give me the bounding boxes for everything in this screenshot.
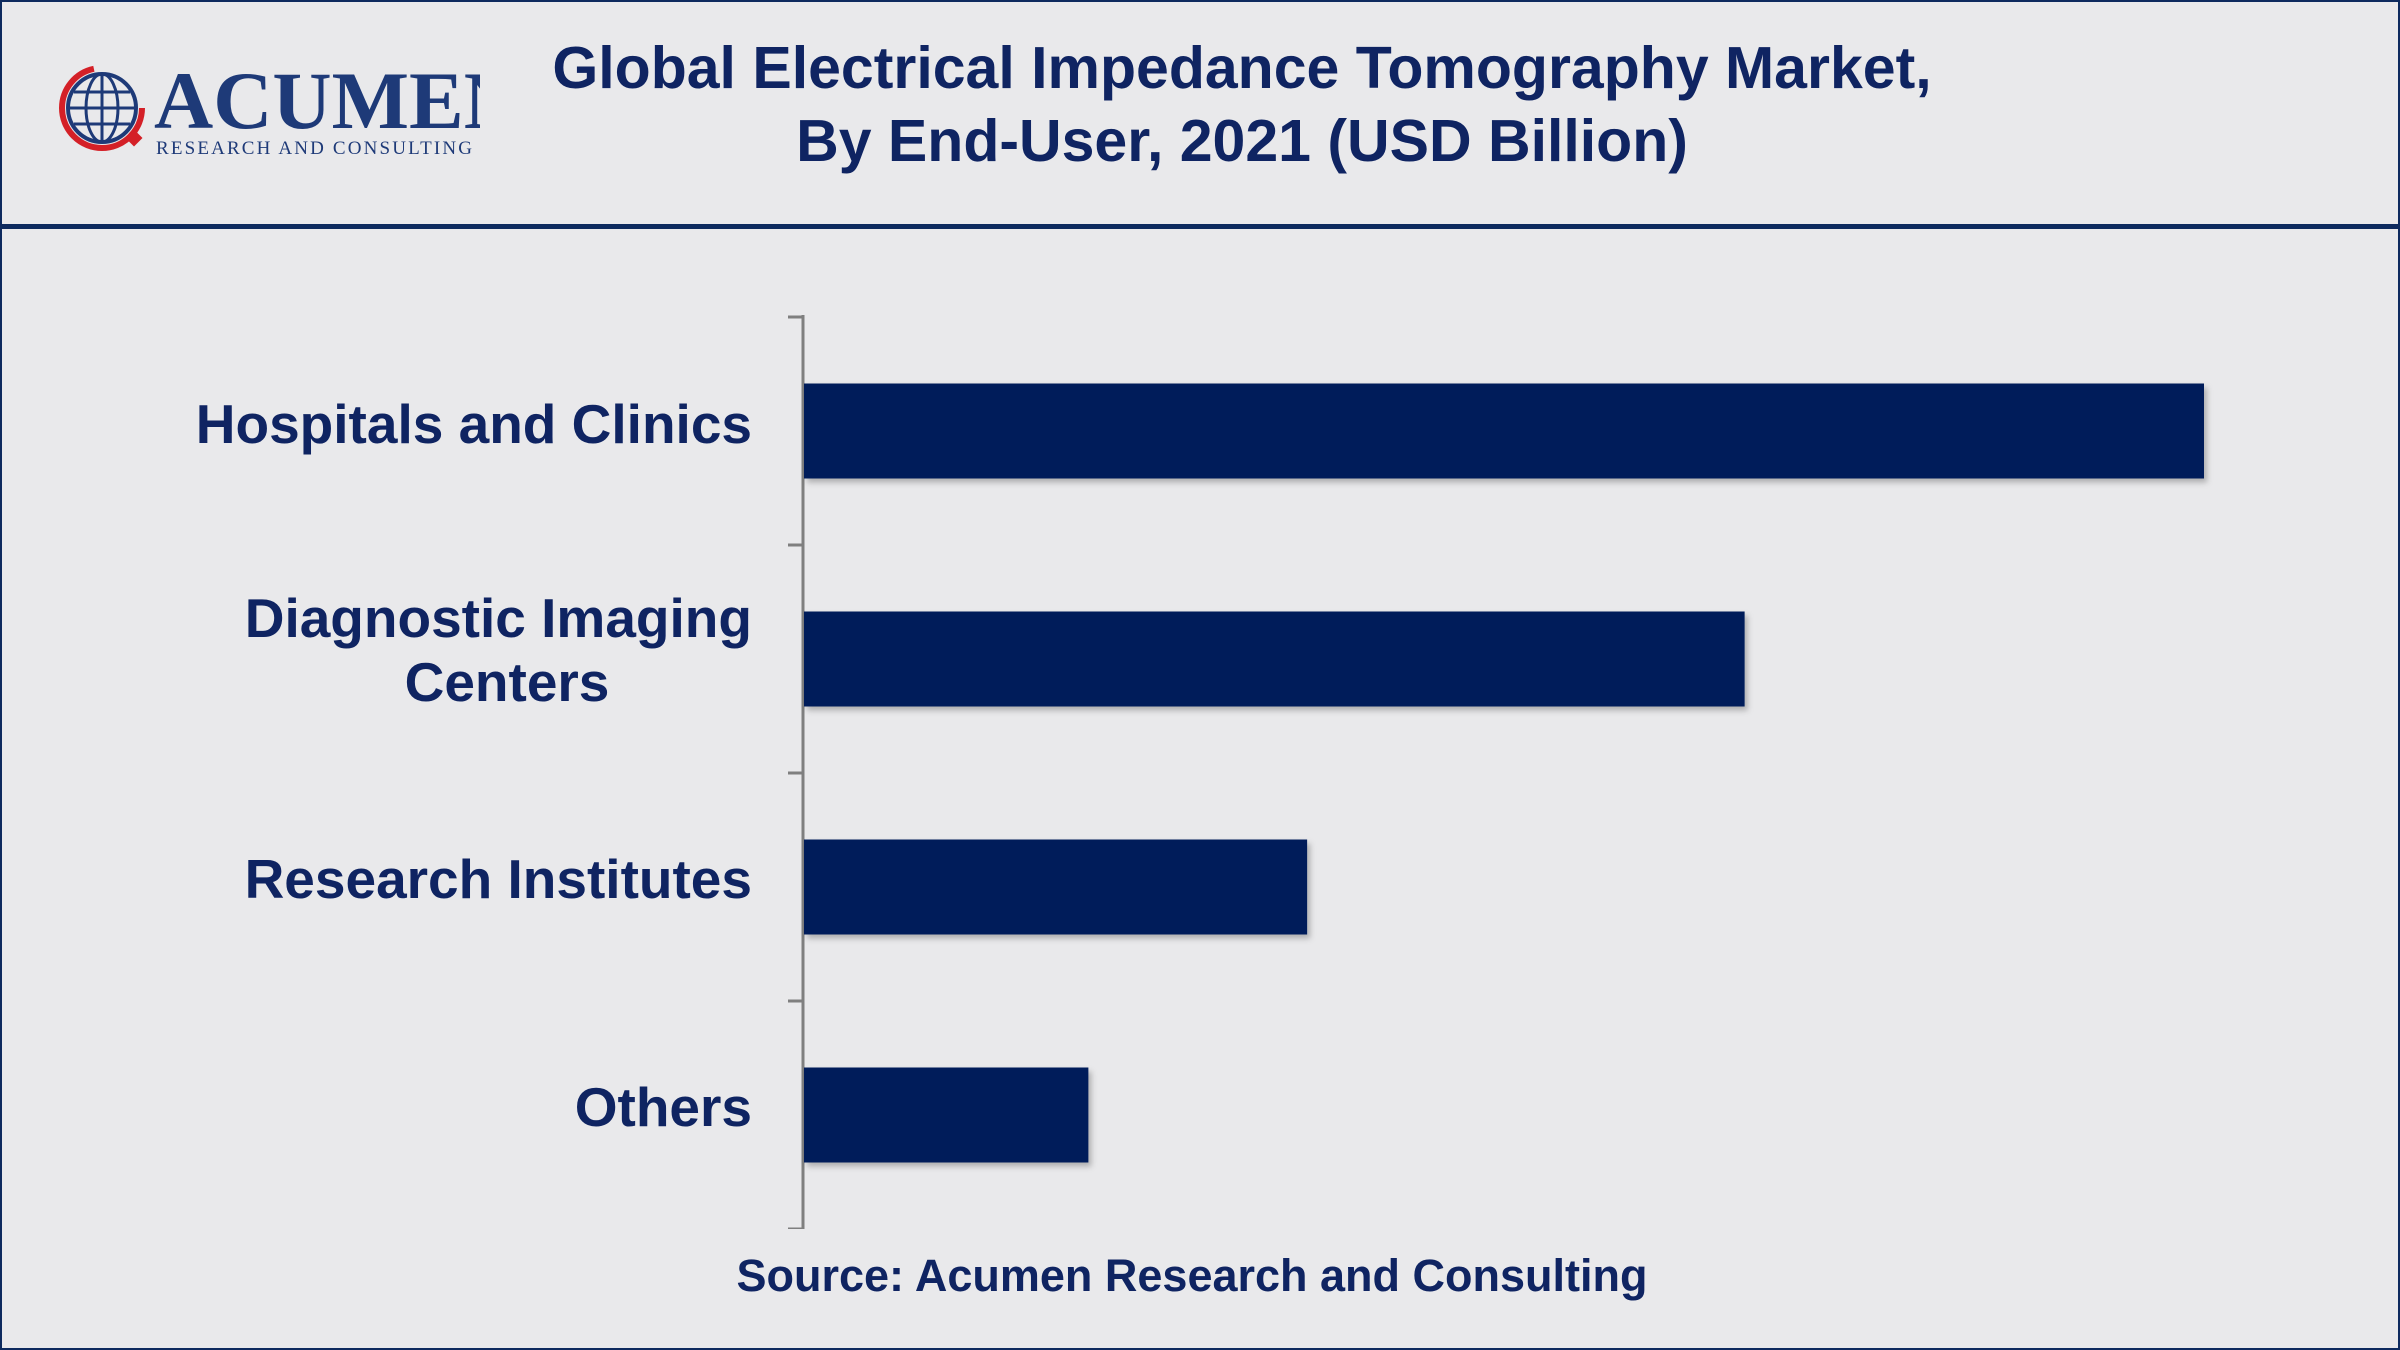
chart-title: Global Electrical Impedance Tomography M…	[442, 32, 2042, 178]
header: ACUMEN RESEARCH AND CONSULTING Global El…	[2, 2, 2398, 225]
bar-plot	[788, 315, 2204, 1231]
header-divider	[2, 224, 2398, 229]
category-label-others: Others	[574, 1076, 752, 1138]
chart-title-line-2: By End-User, 2021 (USD Billion)	[796, 108, 1688, 174]
category-label-diagnostic-imaging-centers: Diagnostic Imaging Centers	[244, 587, 752, 713]
bar-diagnostic-imaging-centers	[804, 611, 1745, 707]
chart-title-line-1: Global Electrical Impedance Tomography M…	[552, 35, 1932, 101]
bar-hospitals-and-clinics	[804, 383, 2204, 479]
category-label-research-institutes: Research Institutes	[244, 848, 752, 910]
bar-others	[804, 1067, 1089, 1163]
logo-wordmark: ACUMEN	[154, 55, 480, 146]
globe-icon	[59, 65, 145, 151]
source-note: Source: Acumen Research and Consulting	[736, 1250, 1648, 1301]
chart-area: Hospitals and Clinics Diagnostic Imaging…	[2, 229, 2398, 1231]
bar-research-institutes	[804, 839, 1308, 935]
logo-tagline: RESEARCH AND CONSULTING	[156, 138, 472, 159]
acumen-logo: ACUMEN RESEARCH AND CONSULTING	[59, 55, 480, 159]
category-label-hospitals-and-clinics: Hospitals and Clinics	[195, 393, 752, 455]
